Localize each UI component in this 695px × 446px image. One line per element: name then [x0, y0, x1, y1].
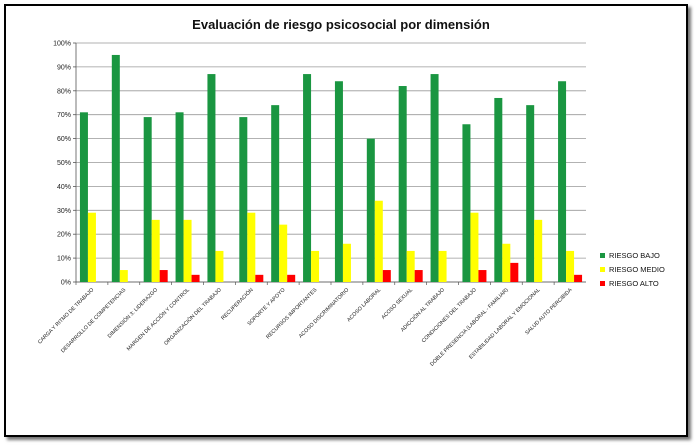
legend-swatch	[600, 281, 605, 286]
bar	[159, 270, 168, 282]
bar	[119, 270, 128, 282]
bar	[271, 105, 280, 282]
y-tick-label: 70%	[57, 112, 71, 119]
y-tick-label: 100%	[53, 41, 71, 48]
bar	[183, 219, 192, 282]
x-tick-label: DIMENSIÓN 3: LIDERAZGO	[106, 286, 159, 339]
bar	[191, 274, 200, 282]
bar	[342, 243, 351, 282]
bar	[414, 270, 423, 282]
legend-swatch	[600, 267, 605, 272]
y-tick-label: 40%	[57, 184, 71, 191]
bar	[79, 112, 88, 282]
bar	[303, 74, 312, 282]
bar	[406, 250, 415, 282]
bar	[502, 243, 511, 282]
x-tick-label: ESTABILIDAD LABORAL Y EMOCIONAL	[468, 287, 541, 360]
bar	[510, 262, 519, 282]
bar	[558, 81, 567, 283]
y-tick-label: 50%	[57, 160, 71, 167]
bar	[239, 117, 248, 282]
bar	[247, 212, 256, 282]
x-tick-label: CARGA Y RITMO DE TRABAJO	[37, 287, 95, 345]
x-tick-label: RECUPERACIÓN	[220, 286, 255, 321]
bar	[255, 274, 264, 282]
bar	[111, 54, 120, 283]
y-tick-label: 0%	[61, 280, 71, 287]
bar	[374, 200, 383, 282]
y-tick-label: 90%	[57, 64, 71, 71]
bar	[566, 250, 575, 282]
x-tick-label: DESARROLLO DE COMPETENCIAS	[60, 287, 127, 354]
bar	[574, 274, 583, 282]
y-tick-label: 10%	[57, 256, 71, 263]
bar	[279, 224, 288, 282]
legend-swatch	[600, 253, 605, 258]
y-tick-label: 80%	[57, 88, 71, 95]
bar	[478, 270, 487, 282]
y-tick-label: 60%	[57, 136, 71, 143]
legend-label: RIESGO ALTO	[609, 279, 659, 288]
bar	[311, 250, 320, 282]
bar	[87, 212, 96, 282]
bar	[366, 138, 375, 282]
bar	[462, 124, 471, 282]
bars	[79, 54, 583, 283]
x-tick-label: ACOSO SEXUAL	[381, 287, 415, 321]
bar	[534, 219, 543, 282]
x-tick-label: ORGANIZACIÓN DEL TRABAJO	[163, 286, 223, 346]
x-tick-label: ACOSO LABORAL	[346, 287, 382, 323]
bar	[494, 97, 503, 282]
bar	[287, 274, 296, 282]
bar	[151, 219, 160, 282]
bar	[207, 74, 216, 282]
legend-label: RIESGO MEDIO	[609, 265, 665, 274]
bar	[382, 270, 391, 282]
bar	[438, 250, 447, 282]
y-tick-label: 20%	[57, 232, 71, 239]
bar	[334, 81, 343, 283]
legend: RIESGO BAJO RIESGO MEDIO RIESGO ALTO	[600, 251, 665, 288]
bar	[526, 105, 535, 282]
x-tick-label: MARGEN DE ACCIÓN Y CONTROL	[125, 286, 191, 352]
x-tick-label: CONDICIONES DEL TRABAJO	[421, 287, 478, 344]
bar	[398, 86, 407, 283]
legend-label: RIESGO BAJO	[609, 251, 660, 260]
bar	[143, 117, 152, 282]
bar	[430, 74, 439, 282]
chart-title: Evaluación de riesgo psicosocial por dim…	[192, 17, 490, 32]
bar	[175, 112, 184, 282]
bar	[215, 250, 224, 282]
bar	[470, 212, 479, 282]
y-tick-label: 30%	[57, 208, 71, 215]
